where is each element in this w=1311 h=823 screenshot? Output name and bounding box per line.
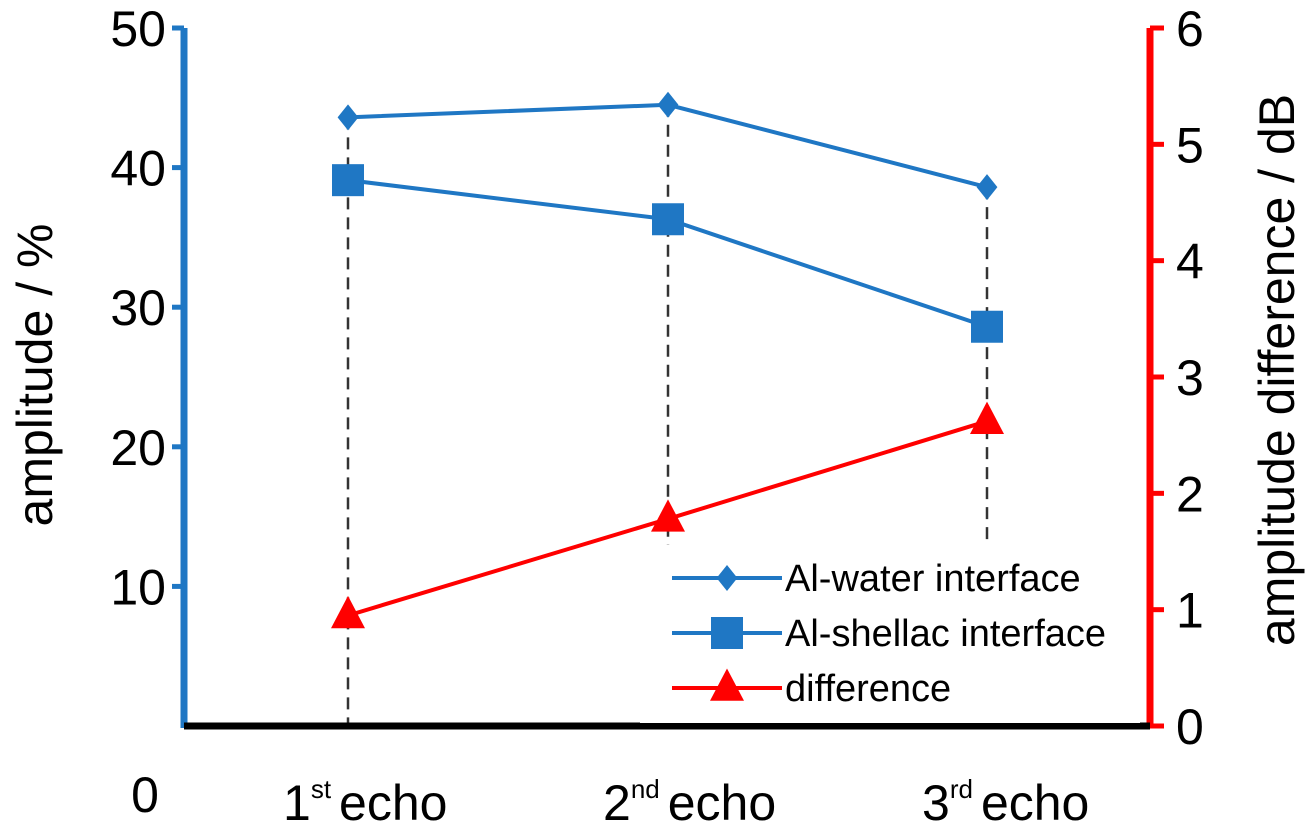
- data-point: [716, 565, 738, 591]
- data-point: [657, 91, 679, 118]
- left-tick-label: 40: [110, 141, 166, 197]
- legend: Al-water interface Al-shellac interface di…: [640, 545, 1140, 723]
- right-tick-label: 3: [1176, 350, 1204, 406]
- right-tick-label: 4: [1176, 234, 1204, 290]
- legend-label: difference: [785, 668, 951, 710]
- data-point: [651, 499, 685, 532]
- data-point: [337, 104, 359, 131]
- legend-label: Al-water interface: [785, 558, 1081, 600]
- category-label: 2nd echo: [603, 774, 776, 823]
- legend-label: Al-shellac interface: [785, 613, 1106, 655]
- data-point: [710, 668, 744, 701]
- data-point: [652, 203, 684, 236]
- right-axis-title: amplitude difference / dB: [1249, 94, 1305, 646]
- category-label: 3rd echo: [922, 774, 1089, 823]
- x-origin-label: 0: [131, 767, 159, 823]
- left-tick-label: 10: [110, 559, 166, 615]
- legend-item: Al-shellac interface: [672, 613, 1106, 655]
- right-tick-label: 2: [1176, 466, 1204, 522]
- right-tick-label: 6: [1176, 1, 1204, 57]
- series-al-water-interface: [337, 91, 998, 201]
- right-tick-label: 5: [1176, 117, 1204, 173]
- left-tick-label: 20: [110, 420, 166, 476]
- category-label: 1st echo: [283, 774, 447, 823]
- series-difference: [331, 401, 1004, 629]
- data-point: [332, 164, 364, 197]
- data-point: [970, 401, 1004, 434]
- series-al-shellac-interface: [332, 164, 1003, 343]
- legend-item: Al-water interface: [672, 558, 1081, 600]
- left-tick-label: 50: [110, 1, 166, 57]
- data-point: [976, 174, 998, 201]
- left-tick-label: 30: [110, 280, 166, 336]
- data-point: [971, 310, 1003, 343]
- right-tick-label: 0: [1176, 699, 1204, 755]
- right-tick-label: 1: [1176, 583, 1204, 639]
- ticks: 10 20 30 40 50 0 1 2 3 4 5 6: [110, 1, 1203, 755]
- series-group: [331, 91, 1004, 629]
- data-point: [711, 617, 743, 649]
- legend-item: difference: [672, 668, 951, 710]
- category-labels: 1st echo 2nd echo 3rd echo: [283, 774, 1089, 823]
- data-point: [331, 595, 365, 629]
- left-axis-title: amplitude / %: [7, 224, 63, 527]
